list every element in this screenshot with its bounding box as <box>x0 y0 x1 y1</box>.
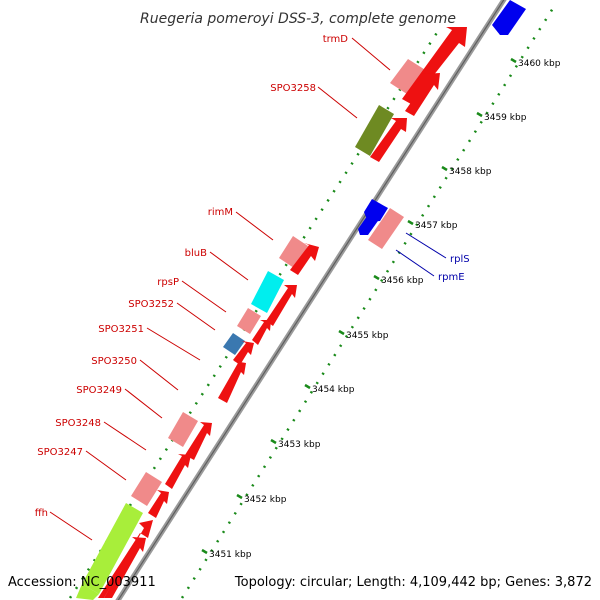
gene-block-SPO3258[interactable] <box>355 105 394 156</box>
gene-label-trmd[interactable]: trmD <box>323 34 349 45</box>
scale-tick: 3453 kbp <box>271 440 321 450</box>
scale-tick-mark <box>237 495 242 498</box>
scale-tick: 3457 kbp <box>408 221 458 231</box>
gene-label-rimm[interactable]: rimM <box>208 207 233 218</box>
gene-label-ffh[interactable]: ffh <box>35 508 48 519</box>
scale-tick: 3456 kbp <box>374 276 424 286</box>
gene-label-rpme[interactable]: rpmE <box>438 272 465 283</box>
scale-tick-mark <box>374 276 379 279</box>
gene-label-spo3258[interactable]: SPO3258 <box>270 83 316 94</box>
gene-block-blue-top[interactable] <box>492 0 526 35</box>
scale-tick-label: 3457 kbp <box>415 221 458 231</box>
scale-tick-label: 3454 kbp <box>312 385 355 395</box>
genome-summary-text: Topology: circular; Length: 4,109,442 bp… <box>234 575 592 590</box>
scale-tick-label: 3452 kbp <box>244 495 287 505</box>
scale-tick: 3458 kbp <box>442 167 492 177</box>
gene-block-SPO3252[interactable] <box>237 308 261 334</box>
scale-tick-mark <box>339 331 344 334</box>
accession-text: Accession: NC_003911 <box>8 575 156 590</box>
scale-tick-mark <box>305 385 310 388</box>
scale-tick-mark <box>202 550 207 553</box>
gene-label-spo3252[interactable]: SPO3252 <box>128 299 174 310</box>
scale-tick-label: 3453 kbp <box>278 440 321 450</box>
scale-tick-mark <box>408 221 413 224</box>
scale-tick: 3455 kbp <box>339 331 389 341</box>
cds-arrow-10[interactable] <box>165 454 191 489</box>
scale-tick: 3451 kbp <box>202 550 252 560</box>
scale-tick-mark <box>511 59 516 62</box>
gene-label-rpls[interactable]: rplS <box>450 254 470 265</box>
map-title: Ruegeria pomeroyi DSS-3, complete genome <box>140 11 456 27</box>
gene-label-rpsp[interactable]: rpsP <box>157 277 179 288</box>
scale-tick-label: 3460 kbp <box>518 59 561 69</box>
gene-label-spo3248[interactable]: SPO3248 <box>55 418 101 429</box>
scale-tick-mark <box>271 440 276 443</box>
gene-label-spo3247[interactable]: SPO3247 <box>37 447 83 458</box>
scale-tick-label: 3455 kbp <box>346 331 389 341</box>
gene-label-spo3249[interactable]: SPO3249 <box>76 385 122 396</box>
scale-tick-label: 3456 kbp <box>381 276 424 286</box>
scale-tick-mark <box>477 113 482 116</box>
scale-tick: 3452 kbp <box>237 495 287 505</box>
gene-label-blub[interactable]: bluB <box>185 248 207 259</box>
scale-tick: 3460 kbp <box>511 59 561 69</box>
scale-tick-label: 3459 kbp <box>484 113 527 123</box>
scale-tick: 3454 kbp <box>305 385 355 395</box>
gene-label-spo3251[interactable]: SPO3251 <box>98 324 144 335</box>
cds-arrow-8[interactable] <box>218 361 246 403</box>
gene-label-spo3250[interactable]: SPO3250 <box>91 356 137 367</box>
scale-tick-label: 3458 kbp <box>449 167 492 177</box>
scale-tick-mark <box>442 167 447 170</box>
scale-tick: 3459 kbp <box>477 113 527 123</box>
inner-dotted-ring <box>182 5 555 598</box>
scale-tick-label: 3451 kbp <box>209 550 252 560</box>
